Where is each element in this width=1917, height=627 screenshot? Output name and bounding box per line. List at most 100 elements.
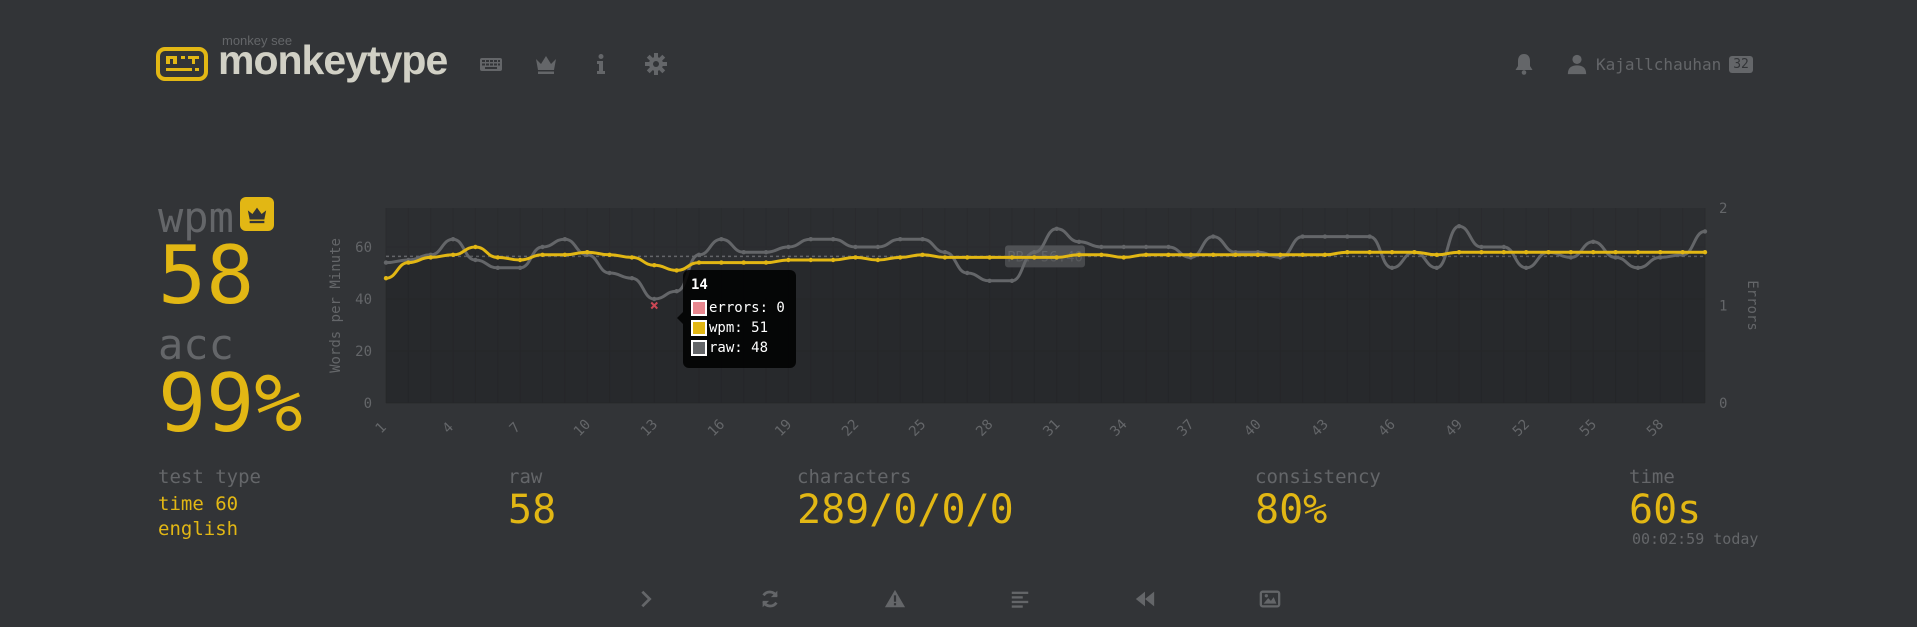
account-level-badge: 32 (1729, 55, 1753, 73)
wpm-point (1680, 250, 1685, 255)
raw-point (808, 237, 813, 242)
raw-point (450, 237, 456, 242)
wpm-point (674, 268, 679, 273)
x-tick-label: 25 (906, 417, 929, 440)
raw-point (942, 250, 948, 255)
report-button[interactable] (877, 581, 913, 617)
wpm-point (1434, 252, 1439, 257)
consistency-label: consistency (1255, 466, 1381, 488)
logo-icon[interactable] (156, 47, 208, 81)
raw-point (1658, 255, 1663, 260)
x-tick-label: 46 (1376, 417, 1399, 440)
wpm-point (1591, 250, 1596, 255)
wpm-area (386, 247, 1705, 403)
wpm-point (1635, 250, 1641, 255)
raw-point (1479, 244, 1484, 250)
wpm-point (942, 255, 948, 260)
wpm-point (607, 252, 612, 257)
restart-button[interactable] (752, 581, 788, 617)
replay-button[interactable] (1127, 581, 1163, 617)
raw-point (763, 250, 769, 255)
raw-point (1523, 265, 1529, 270)
raw-point (987, 278, 992, 283)
wpm-point (1278, 252, 1283, 257)
raw-point (383, 260, 389, 265)
wpm-point (1367, 250, 1372, 255)
wpm-point (1009, 255, 1015, 260)
keyboard-icon[interactable] (476, 49, 506, 79)
raw-point (1099, 244, 1104, 250)
wpm-point (1032, 255, 1037, 260)
wpm-point (1054, 255, 1059, 260)
wpm-point (652, 263, 657, 268)
wpm-point (1501, 250, 1506, 255)
wpm-point (450, 252, 456, 257)
crown-icon[interactable] (531, 49, 561, 79)
restart-icon (762, 590, 778, 608)
words-history-button[interactable] (1002, 581, 1038, 617)
wpm-point (1456, 250, 1462, 255)
info-icon[interactable] (586, 49, 616, 79)
backward-icon (1135, 591, 1155, 607)
wpm-point (786, 257, 791, 263)
wpm-point (897, 255, 903, 260)
wpm-series-line (385, 245, 1705, 280)
raw-point (1032, 250, 1037, 255)
error-point (650, 301, 658, 310)
wpm-point (1076, 252, 1082, 257)
accuracy-value: 99% (158, 357, 303, 450)
wpm-point (987, 255, 992, 260)
y2-tick-label: 2 (1719, 201, 1727, 217)
next-test-button[interactable] (628, 581, 664, 617)
wpm-point (1546, 250, 1551, 255)
y-tick-label: 0 (364, 396, 372, 412)
raw-point (1591, 239, 1596, 244)
raw-point (719, 237, 724, 242)
raw-point (1635, 265, 1641, 270)
raw-point (741, 250, 746, 255)
wpm-point (1479, 250, 1484, 255)
raw-point (1210, 234, 1216, 239)
wpm-point (1702, 250, 1708, 255)
wpm-point (406, 260, 411, 265)
raw-point (830, 237, 836, 242)
wpm-point (383, 276, 389, 281)
wpm-point (1523, 250, 1529, 255)
wpm-chart[interactable]: 0 20 40 60 0 1 2 1 4 7 10 13 16 19 22 25 28 31 34 37 40 43 46 4… (320, 195, 1765, 445)
x-tick-label: 1 (373, 420, 390, 437)
raw-point (1300, 234, 1305, 239)
raw-value: 58 (508, 487, 557, 533)
raw-point (607, 270, 612, 276)
chevron-right-icon (641, 590, 652, 608)
screenshot-button[interactable] (1252, 581, 1288, 617)
raw-point (965, 270, 970, 276)
wpm-point (920, 252, 925, 257)
wpm-point (1389, 250, 1395, 255)
raw-series-line (385, 224, 1706, 301)
raw-point (1345, 234, 1350, 239)
image-icon (1259, 590, 1281, 608)
wpm-point (763, 260, 769, 265)
x-tick-label: 28 (973, 417, 996, 440)
text-align-left-icon (1011, 591, 1029, 608)
raw-label: raw (508, 466, 543, 488)
wpm-swatch (691, 320, 707, 336)
accuracy-label: acc (158, 320, 234, 369)
gear-icon[interactable] (641, 49, 671, 79)
logo-text[interactable]: monkeytype (218, 37, 448, 83)
x-tick-label: 16 (705, 417, 728, 440)
wpm-point (1300, 252, 1305, 257)
x-tick-label: 13 (638, 417, 661, 440)
raw-point (696, 252, 702, 257)
raw-point (1166, 244, 1171, 250)
y2-axis-label: Errors (1744, 280, 1760, 331)
raw-point (1322, 234, 1328, 239)
x-tick-label: 31 (1040, 417, 1063, 440)
wpm-point (1188, 252, 1194, 257)
wpm-point (1568, 250, 1574, 255)
account-link[interactable]: Kajallchauhan 32 (1566, 49, 1753, 79)
wpm-point (1099, 252, 1104, 257)
wpm-point (1233, 252, 1238, 257)
bell-icon[interactable] (1509, 49, 1539, 79)
